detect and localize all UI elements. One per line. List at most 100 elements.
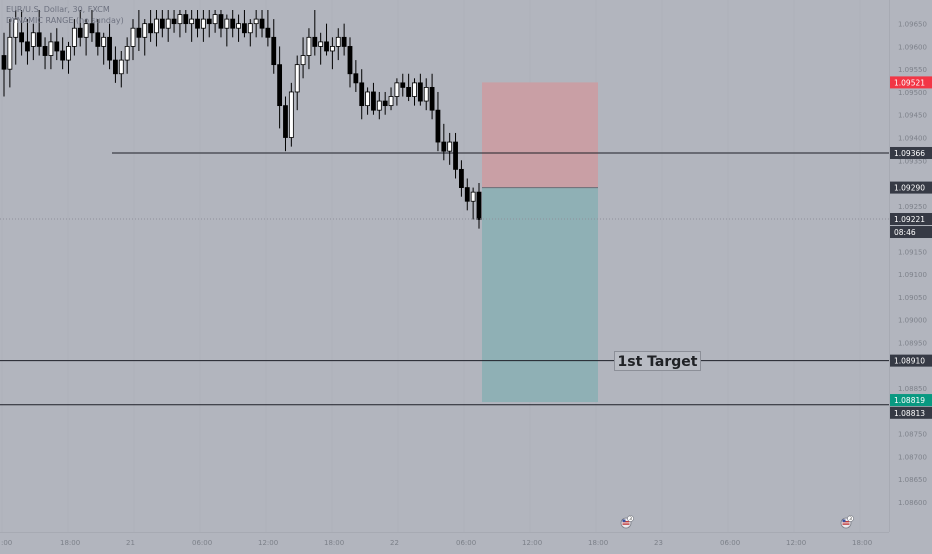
price-badge-line-upper: 1.09366 [890,146,932,159]
price-badge-bg [890,213,932,226]
price-badge-entry: 1.09290 [890,181,932,194]
price-tick-label: 1.08850 [898,385,927,393]
candle-body [412,82,417,97]
price-tick-label: 1.09250 [898,203,927,211]
candle-body [66,46,71,61]
candle-body [130,27,136,47]
price-badge-target1: 1.08910 [890,354,932,367]
candle-body [13,18,19,38]
price-badge-text: 1.09221 [894,215,925,224]
price-tick-label: 1.08600 [898,499,927,507]
target-1-label[interactable]: 1st Target [614,351,701,371]
price-tick-label: 1.09600 [898,43,927,51]
price-tick-label: 1.09350 [898,157,927,165]
svg-text:3: 3 [849,516,852,522]
time-tick-label: 06:00 [720,539,741,547]
time-tick-label: 12:00 [786,539,807,547]
price-tick-label: 1.09000 [898,317,927,325]
candle-body [294,64,300,93]
candle-body [341,36,347,47]
time-tick-label: 23 [654,539,663,547]
position-zones [482,82,598,403]
price-axis[interactable]: 1.09650 1.09600 1.09550 1.09500 1.09450 1.094… [889,0,932,532]
candle-body [30,32,36,47]
candle-body [441,141,447,152]
price-tick-label: 1.08650 [898,476,927,484]
price-badge-text: 1.09366 [894,149,925,158]
candle-body [19,32,24,43]
price-tick-label: 1.09500 [898,89,927,97]
candles [1,10,482,229]
time-axis[interactable]: :00 18:00 21 06:00 12:00 18:00 22 06:00 12:00 18:… [0,532,889,551]
candle-body [7,36,13,70]
grid-layer [1,0,861,532]
candle-body [200,18,206,29]
price-badge-bg [890,76,932,89]
candle-body [177,14,183,25]
candle-body [459,168,464,188]
time-tick-label: 21 [126,539,135,547]
candle-body [148,23,154,34]
horizontal-lines[interactable] [0,152,889,406]
time-tick-label: :00 [1,539,13,547]
us-flag-event-1-icon[interactable]: 3 [620,514,634,529]
candle-body [107,36,112,61]
price-badge-bg [890,181,932,194]
candle-body [195,18,200,29]
candle-body [353,73,359,84]
candle-body [277,64,283,107]
price-tick-label: 1.09550 [898,66,927,74]
candle-body [83,23,89,38]
candle-body [265,27,271,38]
price-tick-label: 1.09150 [898,248,927,256]
price-badge-stop: 1.09521 [890,76,932,89]
price-badge-text: 1.08910 [894,357,925,366]
price-badge-bg [890,226,932,239]
candle-body [476,191,482,220]
candle-body [60,50,66,61]
indicator-title[interactable]: DYNAMIC RANGE (no sunday) [6,16,124,25]
symbol-title[interactable]: EUR/U.S. Dollar, 30, FXCM [6,5,110,14]
candle-body [429,87,435,111]
time-tick-label: 18:00 [324,539,345,547]
price-badge-countdown: 08:46 [890,226,932,239]
reward-zone[interactable] [482,187,598,403]
price-badge-tp: 1.08819 [890,394,932,407]
price-badge-bg [890,354,932,367]
candle-body [242,23,247,34]
price-badge-line-lower: 1.08813 [890,406,932,419]
price-tick-label: 1.09100 [898,271,927,279]
candle-body [218,14,224,29]
us-flag-event-2-icon[interactable]: 3 [840,514,854,529]
candle-body [406,87,412,97]
time-tick-label: 12:00 [258,539,279,547]
time-tick-label: 18:00 [852,539,873,547]
candle-body [306,36,312,56]
candle-body [1,55,7,70]
price-badge-text: 08:46 [894,228,916,237]
chart-header: EUR/U.S. Dollar, 30, FXCM DYNAMIC RANGE … [6,4,124,26]
candle-body [423,87,429,102]
candle-body [359,82,365,107]
candle-body [312,36,318,47]
candle-body [271,36,277,66]
candle-body [300,55,306,66]
candle-body [189,18,195,25]
price-badge-current: 1.09221 [890,213,932,226]
time-tick-label: 18:00 [588,539,609,547]
candle-body [89,23,95,34]
candle-body [371,91,376,111]
candle-body [165,18,171,29]
candle-body [142,23,148,38]
risk-zone[interactable] [482,82,598,188]
candle-body [77,27,83,38]
price-tick-label: 1.08750 [898,430,927,438]
candle-body [48,41,54,56]
candle-body [224,18,230,29]
candle-body [171,18,177,25]
candle-body [247,23,253,34]
time-tick-label: 06:00 [456,539,477,547]
candle-body [335,36,341,47]
